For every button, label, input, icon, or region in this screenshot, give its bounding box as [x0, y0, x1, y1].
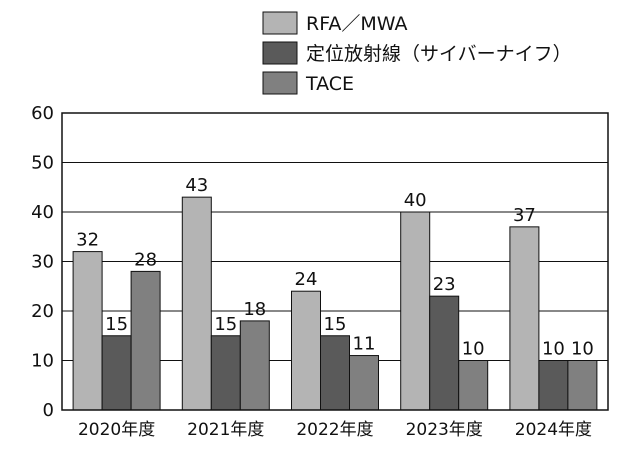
legend-swatch-tace: [262, 71, 298, 95]
y-tick-label: 60: [31, 103, 54, 124]
y-tick-label: 30: [31, 252, 54, 273]
plot-frame: [61, 112, 609, 411]
bar-0-0: [72, 251, 103, 411]
y-tick-label: 20: [31, 301, 54, 322]
data-label: 15: [214, 314, 237, 335]
data-label: 24: [295, 269, 318, 290]
bar-3-1: [429, 295, 460, 411]
data-label: 32: [76, 230, 99, 251]
bar-2-0: [291, 290, 321, 411]
bar-2-2: [349, 355, 379, 411]
legend-label-rfa-mwa: RFA／MWA: [306, 13, 408, 35]
data-label: 11: [353, 334, 376, 355]
legend-swatch-rfa-mwa: [262, 11, 298, 35]
x-category-label: 2021年度: [187, 420, 264, 440]
bar-3-2: [458, 360, 489, 411]
data-label: 28: [134, 249, 157, 270]
y-tick-label: 0: [43, 400, 54, 421]
bar-1-0: [181, 196, 212, 411]
bar-4-1: [538, 360, 569, 411]
data-label: 37: [513, 205, 536, 226]
data-label: 43: [185, 175, 208, 196]
legend-swatch-stereotactic-radiotherapy: [262, 41, 298, 65]
legend-label-tace: TACE: [305, 73, 354, 95]
bar-4-2: [567, 360, 598, 411]
y-tick-label: 10: [31, 351, 54, 372]
data-label: 10: [542, 339, 565, 360]
bar-4-0: [509, 226, 540, 411]
bar-1-2: [239, 320, 270, 411]
data-label: 10: [462, 339, 485, 360]
y-axis-ticks: 0 10 20 30 40 50 60: [31, 103, 54, 421]
data-labels: 32 15 28 43 15 18 24 15 11 40 23 10 37 10 10: [76, 175, 594, 359]
data-label: 10: [571, 339, 594, 360]
x-axis-categories: 2020年度 2021年度 2022年度 2023年度 2024年度: [78, 420, 592, 440]
data-label: 23: [433, 274, 456, 295]
legend: RFA／MWA 定位放射線（サイバーナイフ） TACE: [262, 11, 572, 95]
data-label: 15: [105, 314, 128, 335]
bar-0-2: [130, 270, 161, 411]
y-tick-label: 50: [31, 153, 54, 174]
data-label: 18: [243, 299, 266, 320]
x-category-label: 2023年度: [406, 420, 483, 440]
x-category-label: 2020年度: [78, 420, 155, 440]
data-label: 40: [404, 190, 427, 211]
bar-1-1: [210, 335, 241, 411]
x-category-label: 2022年度: [296, 420, 373, 440]
y-tick-label: 40: [31, 202, 54, 223]
bar-0-1: [101, 335, 132, 411]
x-category-label: 2024年度: [515, 420, 592, 440]
bar-3-0: [400, 211, 431, 411]
legend-label-stereotactic-radiotherapy: 定位放射線（サイバーナイフ）: [306, 43, 572, 65]
data-label: 15: [324, 314, 347, 335]
bars: [72, 196, 598, 411]
bar-2-1: [320, 335, 350, 411]
